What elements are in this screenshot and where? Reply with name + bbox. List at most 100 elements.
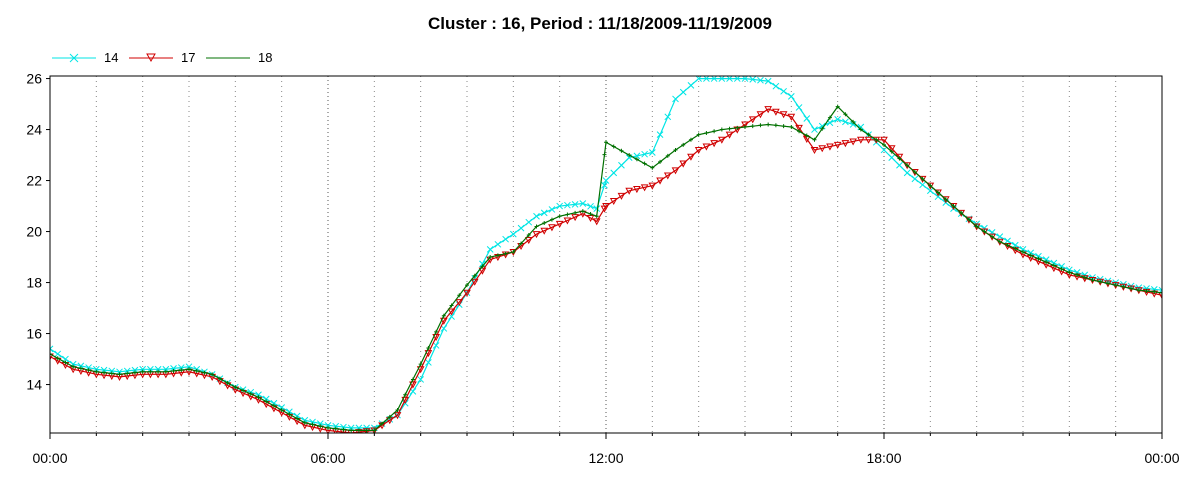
data-point-17 — [617, 192, 626, 200]
data-point-17 — [1158, 292, 1162, 300]
data-point-14 — [564, 201, 571, 209]
data-point-18 — [403, 392, 408, 397]
data-point-17 — [679, 160, 688, 168]
data-point-18 — [549, 217, 554, 222]
data-point-14 — [185, 363, 193, 371]
data-point-14 — [695, 76, 703, 82]
data-point-14 — [517, 224, 525, 232]
data-point-14 — [880, 146, 888, 154]
data-point-14 — [857, 123, 865, 131]
data-point-17 — [409, 381, 417, 389]
data-point-17 — [887, 145, 896, 153]
data-point-18 — [488, 255, 493, 260]
data-point-18 — [94, 369, 99, 374]
data-point-18 — [604, 140, 608, 145]
data-point-14 — [811, 126, 818, 133]
data-point-17 — [710, 140, 718, 148]
data-point-18 — [1113, 283, 1118, 288]
data-point-18 — [410, 377, 415, 382]
data-point-18 — [1005, 243, 1010, 248]
data-point-14 — [996, 233, 1004, 241]
data-point-18 — [580, 209, 585, 214]
data-point-17 — [393, 412, 402, 420]
data-point-18 — [727, 126, 732, 131]
data-point-18 — [140, 369, 145, 374]
data-point-14 — [818, 122, 826, 130]
x-tick-label: 12:00 — [588, 450, 623, 466]
data-point-18 — [719, 127, 724, 132]
legend-label-14: 14 — [104, 50, 119, 65]
data-point-18 — [673, 147, 678, 152]
data-point-18 — [449, 303, 454, 308]
data-point-18 — [882, 142, 886, 147]
data-point-18 — [611, 144, 616, 149]
data-point-18 — [333, 426, 338, 431]
data-point-17 — [826, 143, 834, 151]
data-point-18 — [132, 370, 137, 375]
data-point-14 — [726, 76, 733, 82]
data-point-18 — [1136, 288, 1141, 293]
legend-label-18: 18 — [258, 50, 273, 65]
data-point-14 — [849, 121, 857, 128]
data-point-14 — [50, 345, 54, 353]
y-tick-label: 18 — [26, 275, 42, 291]
data-point-17 — [439, 317, 448, 325]
data-point-14 — [587, 202, 594, 210]
data-point-18 — [534, 224, 539, 229]
data-point-18 — [156, 369, 161, 374]
data-point-17 — [810, 146, 819, 154]
data-point-18 — [71, 364, 76, 369]
data-point-18 — [758, 123, 763, 128]
data-point-17 — [563, 217, 572, 225]
data-point-18 — [874, 137, 879, 142]
data-point-17 — [548, 224, 556, 232]
data-point-18 — [302, 420, 307, 425]
data-point-18 — [696, 132, 701, 137]
data-point-18 — [102, 370, 107, 375]
data-point-18 — [858, 127, 863, 132]
data-point-18 — [117, 372, 122, 377]
data-point-18 — [349, 428, 354, 433]
data-point-14 — [703, 76, 710, 82]
data-point-14 — [502, 235, 509, 243]
data-point-18 — [387, 414, 392, 419]
data-point-17 — [656, 177, 664, 185]
data-point-17 — [694, 146, 703, 154]
data-point-18 — [951, 204, 956, 209]
data-point-18 — [426, 346, 431, 350]
data-point-18 — [1152, 289, 1157, 294]
data-point-18 — [495, 253, 500, 258]
data-point-17 — [795, 124, 803, 132]
data-point-18 — [1105, 281, 1110, 286]
data-point-14 — [618, 161, 625, 169]
data-point-18 — [990, 234, 995, 239]
data-point-18 — [163, 369, 168, 374]
data-point-18 — [905, 163, 910, 168]
data-point-18 — [418, 362, 423, 367]
data-point-17 — [849, 138, 857, 146]
data-point-18 — [295, 416, 300, 421]
data-point-14 — [718, 76, 726, 82]
data-point-18 — [565, 212, 570, 217]
data-point-18 — [1144, 289, 1149, 294]
data-point-14 — [417, 376, 425, 383]
data-point-17 — [772, 108, 780, 116]
data-point-17 — [856, 136, 865, 144]
data-point-18 — [627, 153, 632, 158]
data-point-14 — [772, 82, 780, 90]
data-point-17 — [592, 218, 601, 226]
data-point-18 — [526, 232, 531, 237]
data-point-17 — [833, 141, 842, 149]
data-point-18 — [217, 376, 222, 381]
data-point-14 — [672, 95, 679, 103]
data-point-18 — [897, 156, 902, 161]
data-point-18 — [789, 125, 794, 129]
data-point-18 — [573, 210, 578, 215]
data-point-18 — [63, 360, 68, 365]
data-point-18 — [602, 152, 607, 157]
data-point-18 — [55, 356, 60, 361]
data-point-18 — [210, 372, 215, 377]
data-point-18 — [843, 112, 848, 117]
data-point-17 — [50, 353, 54, 361]
data-point-18 — [804, 133, 809, 138]
